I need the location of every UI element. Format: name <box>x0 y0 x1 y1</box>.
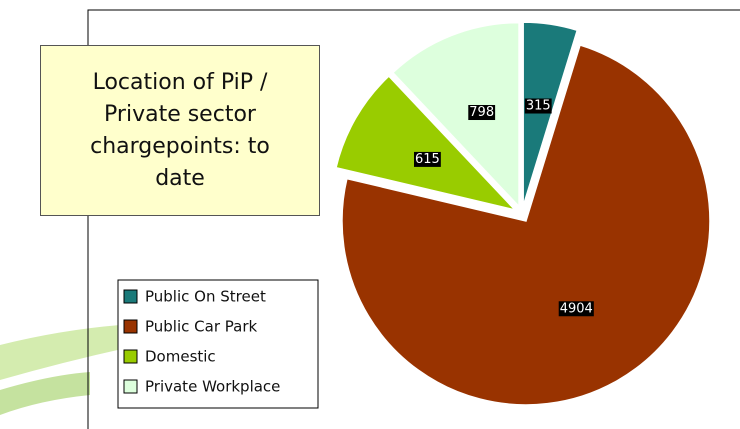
legend-swatch <box>124 290 137 303</box>
legend-label: Domestic <box>145 348 216 366</box>
page: 315 4904 615 798 Public On Street Public Car… <box>0 0 740 429</box>
data-label: 615 <box>415 152 440 167</box>
pie: 315 4904 615 798 <box>336 22 710 405</box>
data-label: 315 <box>526 99 551 114</box>
legend-swatch <box>124 320 137 333</box>
legend-swatch <box>124 350 137 363</box>
legend-label: Public On Street <box>145 288 266 306</box>
data-label: 798 <box>469 105 494 120</box>
legend-label: Public Car Park <box>145 318 257 336</box>
data-label: 4904 <box>560 301 593 316</box>
legend-label: Private Workplace <box>145 378 280 396</box>
legend-swatch <box>124 380 137 393</box>
background-decoration <box>0 372 90 415</box>
chart-title: Location of PiP / Private sector chargep… <box>40 45 320 216</box>
